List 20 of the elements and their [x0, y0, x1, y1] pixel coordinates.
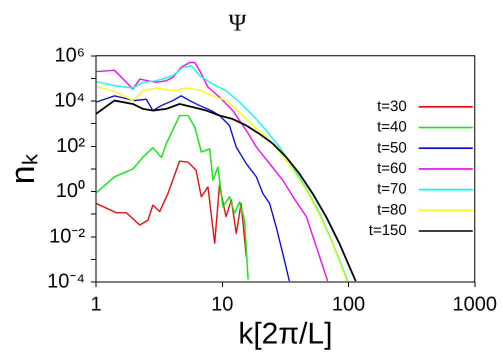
y-tick-label: 10⁴: [54, 90, 85, 112]
legend-label: t=150: [368, 222, 407, 240]
x-tick-label: 100: [332, 294, 366, 316]
y-tick-label: 10⁰: [56, 179, 85, 202]
y-tick-label: 10⁻²: [49, 225, 86, 248]
x-tick-label: 10: [211, 294, 234, 316]
y-axis-title: nₖ: [4, 153, 42, 184]
x-tick-label: 1: [90, 294, 102, 316]
legend-label: t=50: [377, 139, 407, 156]
legend-label: t=70: [377, 180, 407, 198]
y-tick-label: 10⁶: [54, 44, 85, 66]
y-tick-label: 10²: [56, 134, 86, 157]
x-axis-title: k[2π/L]: [238, 317, 332, 350]
legend-label: t=40: [377, 118, 407, 136]
y-tick-label: 10⁻⁴: [47, 270, 85, 293]
legend-label: t=80: [377, 201, 407, 218]
legend-label: t=60: [377, 160, 407, 178]
chart-title: Ψ: [228, 10, 247, 37]
legend-label: t=30: [377, 98, 407, 115]
x-tick-label: 1000: [452, 294, 498, 316]
